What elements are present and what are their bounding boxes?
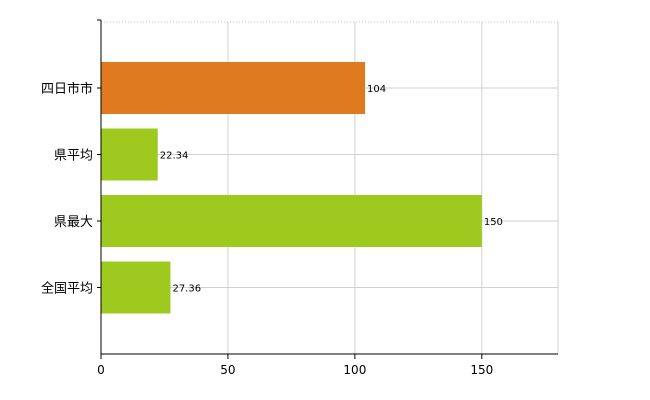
category-label-4: 全国平均 xyxy=(41,281,93,297)
category-label-2: 県平均 xyxy=(54,149,93,164)
x-tick-label-2: 50 xyxy=(220,363,235,377)
data-label-3: 150 xyxy=(484,217,503,228)
axes xyxy=(97,19,558,359)
data-label-1: 104 xyxy=(367,84,386,95)
labels: 104 四日市市 22.34 県平均 150 県最大 27.36 全国平均 0 50 100 150 xyxy=(41,81,503,377)
category-label-1: 四日市市 xyxy=(41,81,93,97)
x-tick-label-3: 100 xyxy=(343,363,366,377)
data-label-2: 22.34 xyxy=(160,151,189,162)
bar-3 xyxy=(101,195,482,247)
category-label-3: 県最大 xyxy=(54,215,93,230)
bars xyxy=(101,62,482,314)
data-label-4: 27.36 xyxy=(172,284,201,295)
bar-1 xyxy=(101,62,366,114)
bar-4 xyxy=(101,261,171,314)
bar-2 xyxy=(101,128,158,181)
x-tick-label-4: 150 xyxy=(470,363,493,377)
x-tick-label-1: 0 xyxy=(97,363,105,377)
